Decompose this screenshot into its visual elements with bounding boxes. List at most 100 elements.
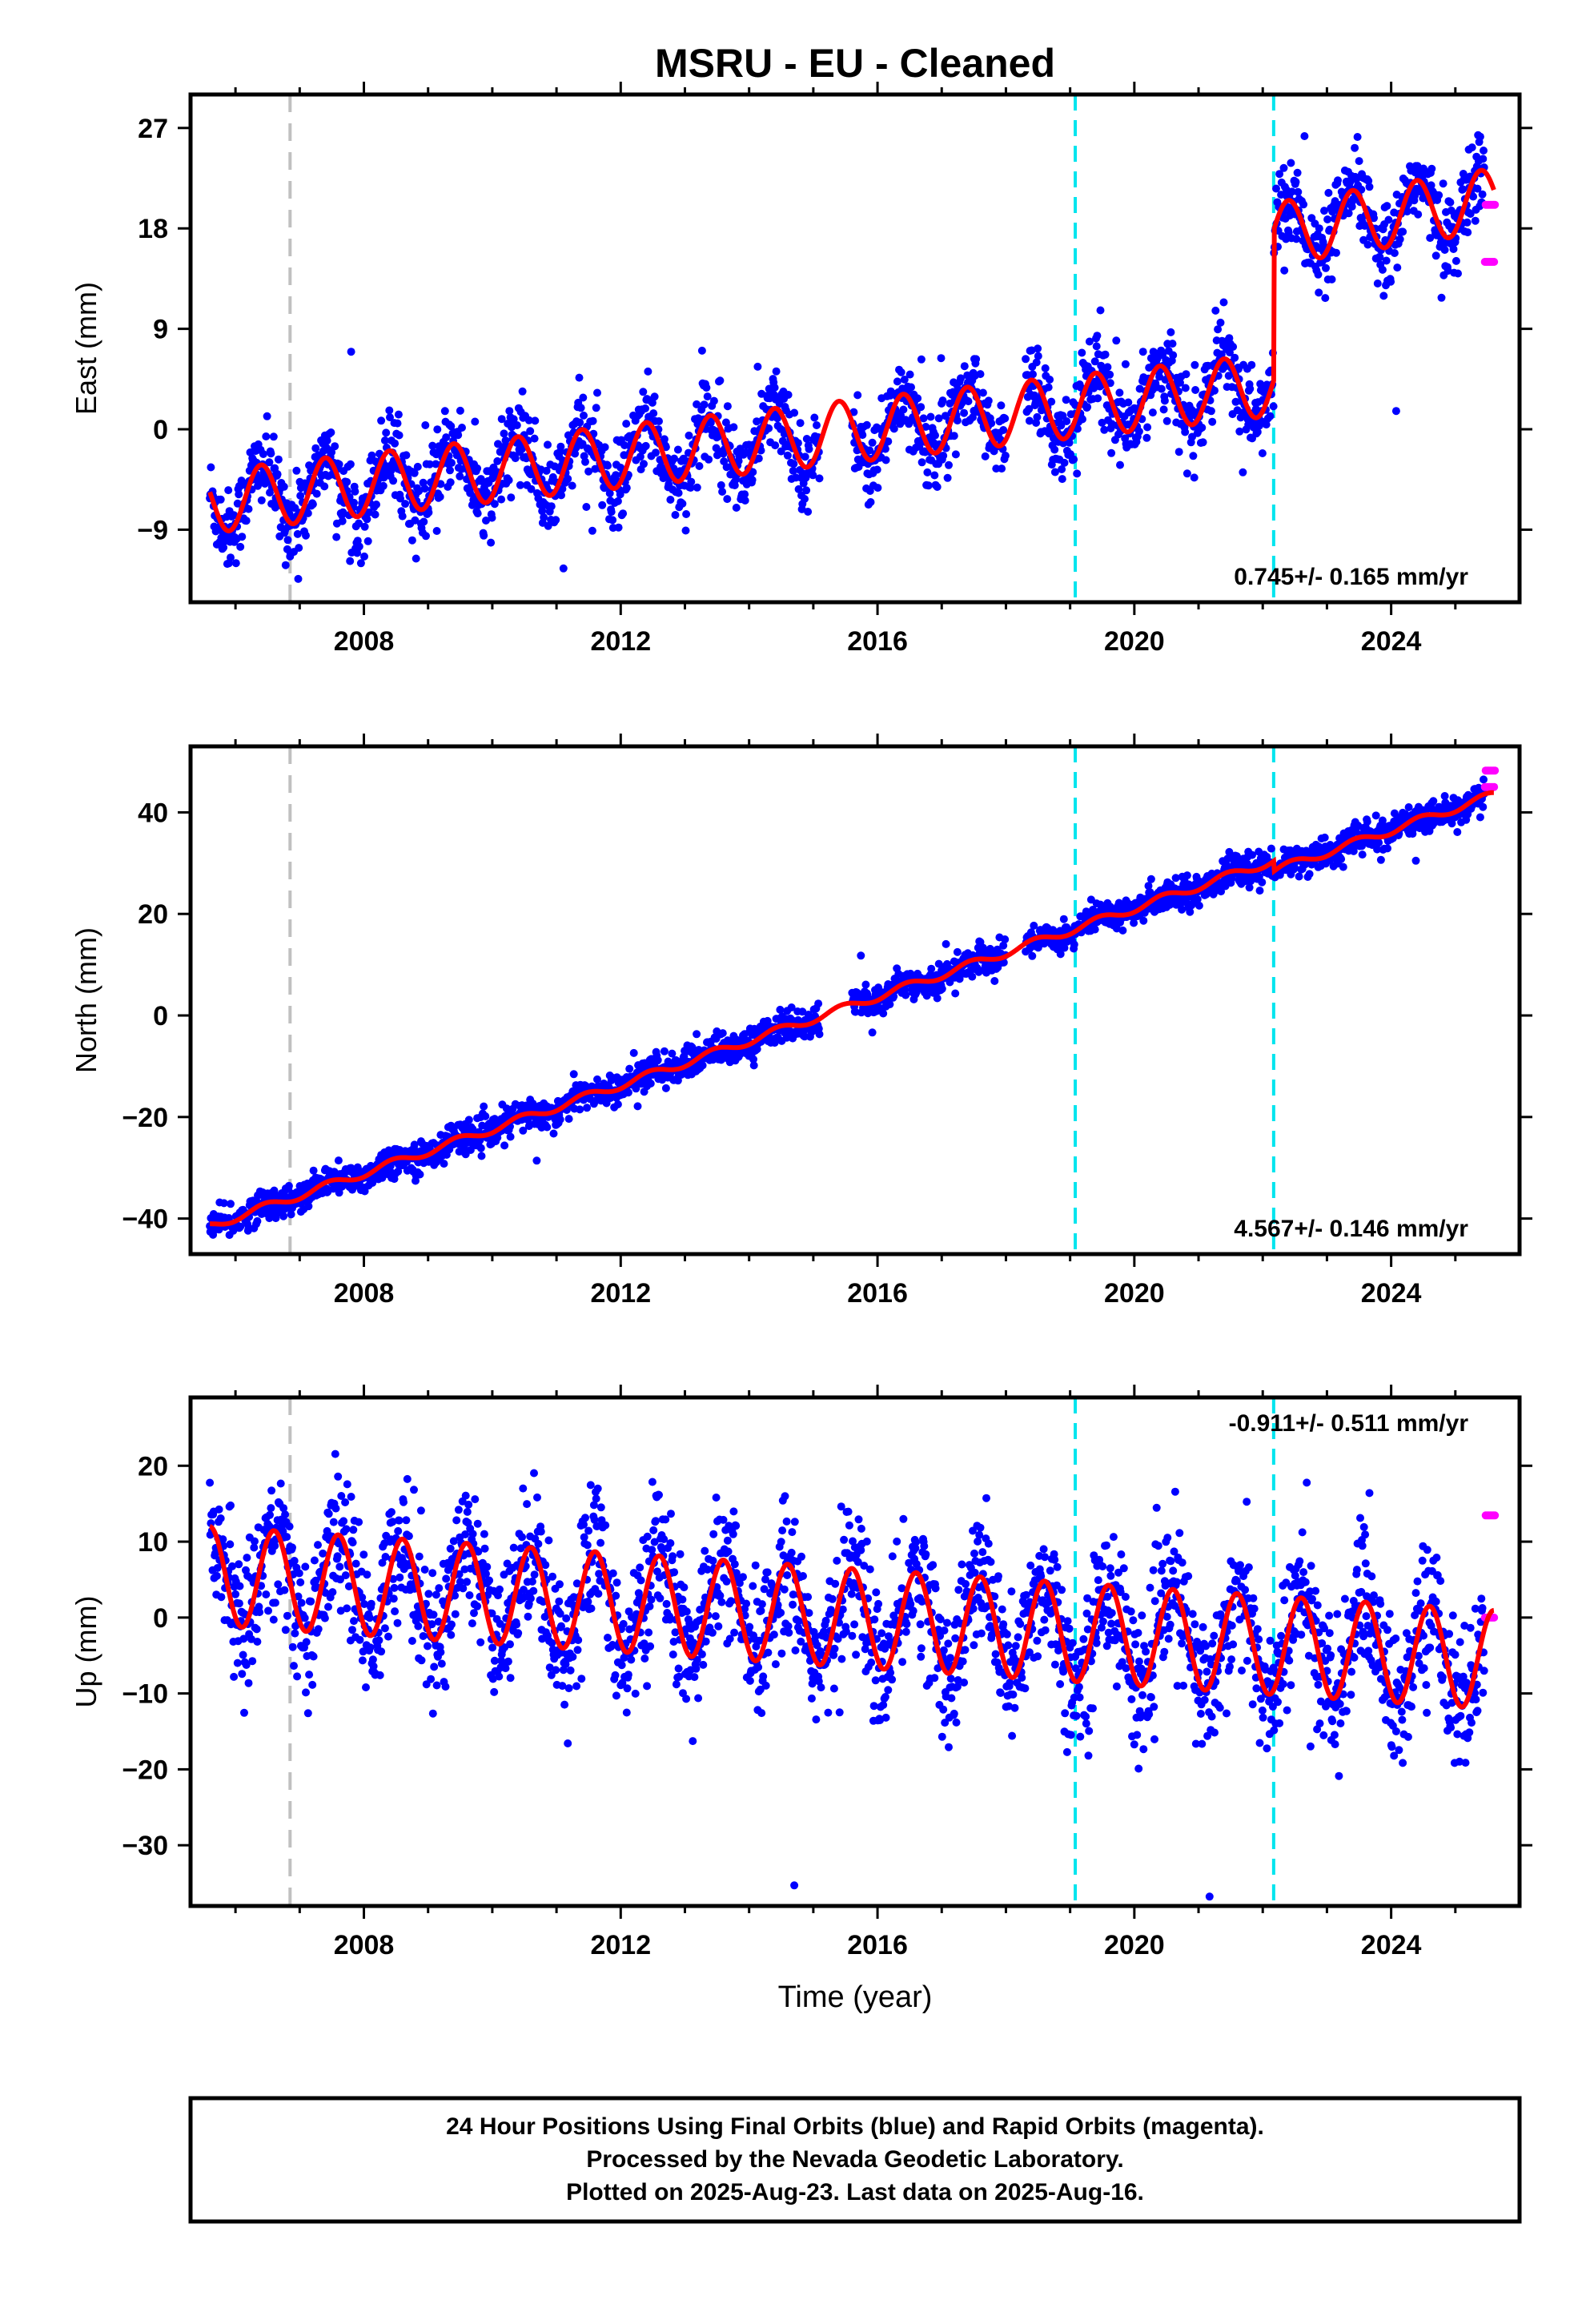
data-point: [730, 481, 739, 489]
data-point: [580, 411, 588, 420]
data-point: [519, 1126, 528, 1135]
data-point: [1355, 157, 1363, 166]
data-point: [505, 407, 514, 416]
data-point: [857, 951, 865, 960]
data-point: [969, 413, 977, 422]
data-point: [1062, 396, 1070, 404]
data-point: [709, 396, 718, 405]
data-point: [1480, 147, 1488, 155]
data-point: [1223, 861, 1231, 869]
data-point: [394, 410, 403, 419]
data-point: [636, 452, 644, 461]
data-point: [239, 1651, 247, 1659]
data-point: [687, 477, 696, 486]
data-point: [671, 511, 680, 519]
data-point: [1112, 336, 1121, 345]
data-point: [604, 461, 612, 470]
data-point: [368, 1179, 377, 1187]
data-point: [238, 533, 247, 541]
data-point: [576, 418, 584, 427]
data-point: [1101, 350, 1110, 359]
data-point: [1034, 344, 1042, 353]
data-point: [575, 373, 584, 382]
data-point: [1365, 183, 1374, 191]
data-point: [319, 1549, 327, 1558]
data-point: [1291, 178, 1300, 187]
data-point: [1160, 396, 1169, 405]
data-point: [998, 464, 1006, 473]
data-point: [1171, 874, 1180, 883]
data-point: [660, 435, 669, 444]
data-point: [1459, 170, 1468, 178]
data-point: [1383, 202, 1391, 211]
data-point: [1030, 921, 1038, 930]
data-point: [1478, 190, 1487, 199]
data-point: [274, 455, 283, 464]
data-point: [652, 448, 660, 457]
data-point: [379, 481, 387, 490]
data-point: [881, 444, 889, 453]
data-point: [1181, 428, 1190, 436]
data-point: [266, 1510, 274, 1519]
data-point: [660, 1047, 669, 1055]
data-point: [1387, 277, 1395, 286]
data-point: [312, 489, 321, 498]
data-point: [957, 374, 965, 383]
data-point: [401, 500, 410, 509]
data-point: [511, 454, 520, 463]
data-point: [240, 1708, 248, 1717]
data-point: [509, 415, 518, 424]
data-point: [339, 1517, 348, 1526]
data-point: [865, 446, 874, 455]
data-point: [416, 1170, 424, 1179]
data-point: [1216, 318, 1225, 327]
data-point: [674, 489, 683, 497]
data-point: [951, 989, 960, 998]
data-point: [1382, 256, 1391, 265]
data-point: [1384, 215, 1393, 224]
data-point: [582, 503, 591, 511]
data-point: [1106, 379, 1114, 388]
data-point: [639, 388, 648, 396]
data-point: [236, 542, 245, 551]
data-point: [1295, 872, 1303, 881]
data-point: [411, 516, 420, 525]
data-point: [1446, 198, 1455, 207]
data-point: [1056, 950, 1065, 959]
data-point: [953, 416, 962, 425]
data-point: [917, 403, 926, 412]
data-point: [1280, 266, 1289, 275]
data-point: [802, 486, 811, 495]
data-point: [396, 494, 404, 503]
data-point: [938, 984, 946, 993]
data-point: [900, 376, 909, 384]
data-point: [279, 482, 288, 491]
data-point: [420, 485, 429, 493]
east-plot-area: [206, 94, 1500, 602]
data-point: [999, 426, 1008, 434]
data-point: [1182, 469, 1191, 478]
data-point: [569, 1070, 578, 1079]
data-point: [348, 1626, 356, 1634]
data-point: [697, 346, 706, 355]
data-point: [531, 416, 540, 425]
data-point: [558, 485, 567, 493]
data-point: [230, 1672, 239, 1681]
data-point: [1411, 856, 1420, 865]
data-point: [1262, 420, 1271, 429]
data-point: [1275, 170, 1284, 179]
data-point: [899, 405, 908, 414]
data-point: [1373, 845, 1382, 854]
data-point: [1363, 240, 1372, 249]
data-point: [593, 1075, 601, 1084]
data-point: [723, 495, 732, 504]
east-rapid-orbit-points: [1480, 200, 1500, 266]
data-point: [390, 1583, 399, 1592]
data-point: [1083, 403, 1092, 412]
data-point: [350, 498, 358, 507]
data-point: [540, 513, 548, 521]
data-point: [280, 1586, 289, 1594]
data-point: [346, 460, 355, 468]
